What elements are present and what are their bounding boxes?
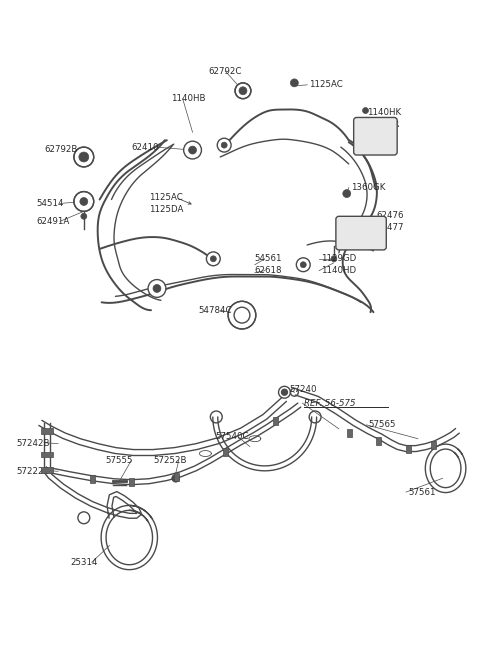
Circle shape <box>278 386 290 398</box>
Circle shape <box>352 228 361 238</box>
Circle shape <box>221 142 227 148</box>
Circle shape <box>235 83 251 99</box>
Circle shape <box>172 474 180 482</box>
Text: 57565: 57565 <box>369 421 396 430</box>
Circle shape <box>347 223 367 243</box>
Text: 62792C: 62792C <box>208 67 242 75</box>
Text: REF. 56-575: REF. 56-575 <box>304 399 356 407</box>
Text: 57555: 57555 <box>106 456 133 465</box>
Text: 1140HK: 1140HK <box>367 108 401 117</box>
Circle shape <box>79 152 89 162</box>
Circle shape <box>74 192 94 212</box>
FancyBboxPatch shape <box>354 117 397 155</box>
Circle shape <box>290 79 298 87</box>
Circle shape <box>343 189 351 198</box>
FancyBboxPatch shape <box>336 216 386 250</box>
Text: 1125DA: 1125DA <box>149 205 183 214</box>
Text: 54514: 54514 <box>36 199 64 208</box>
Circle shape <box>153 284 161 292</box>
Text: 57222B: 57222B <box>17 467 50 476</box>
Circle shape <box>370 130 381 142</box>
Circle shape <box>300 262 306 268</box>
Circle shape <box>363 124 387 148</box>
Bar <box>431 441 436 449</box>
Circle shape <box>281 389 288 395</box>
Circle shape <box>331 256 337 262</box>
Text: 54784C: 54784C <box>199 306 232 314</box>
Circle shape <box>362 107 369 113</box>
Text: 57240: 57240 <box>289 384 317 394</box>
Circle shape <box>228 301 256 329</box>
Bar <box>347 429 352 437</box>
Text: 62792B: 62792B <box>44 145 78 153</box>
Bar <box>376 437 381 445</box>
Circle shape <box>80 198 88 206</box>
Bar <box>174 474 179 481</box>
Text: 62410: 62410 <box>131 143 159 151</box>
Circle shape <box>239 87 247 95</box>
Text: 62476: 62476 <box>376 211 404 220</box>
Circle shape <box>74 147 94 167</box>
Text: 1360GK: 1360GK <box>351 183 385 192</box>
Circle shape <box>217 138 231 152</box>
Text: 1140HB: 1140HB <box>171 94 205 103</box>
Text: 62477: 62477 <box>376 223 404 232</box>
Text: 54561: 54561 <box>255 254 282 263</box>
Text: 1140HD: 1140HD <box>321 266 356 275</box>
Text: 1125AC: 1125AC <box>149 193 183 202</box>
Circle shape <box>296 258 310 272</box>
Text: 57242B: 57242B <box>17 439 50 448</box>
Bar <box>406 445 411 453</box>
Bar <box>41 468 53 474</box>
Text: 57561: 57561 <box>408 487 435 496</box>
Bar <box>129 478 134 486</box>
Circle shape <box>206 252 220 266</box>
Text: 62491A: 62491A <box>36 217 70 226</box>
Circle shape <box>210 256 216 262</box>
Circle shape <box>148 280 166 297</box>
Text: 57252B: 57252B <box>153 456 187 465</box>
Bar <box>273 417 277 425</box>
Bar <box>41 451 53 457</box>
Text: 25314: 25314 <box>70 558 97 567</box>
Text: 57540C: 57540C <box>216 432 249 441</box>
Bar <box>223 447 228 455</box>
Text: 21930R: 21930R <box>367 120 400 129</box>
Circle shape <box>189 146 196 154</box>
Circle shape <box>184 141 202 159</box>
Text: 1125AC: 1125AC <box>309 81 343 89</box>
Text: 1129GD: 1129GD <box>321 254 356 263</box>
Text: 62618: 62618 <box>255 266 282 275</box>
Circle shape <box>81 214 87 219</box>
Bar <box>41 428 53 434</box>
Bar <box>90 476 95 483</box>
